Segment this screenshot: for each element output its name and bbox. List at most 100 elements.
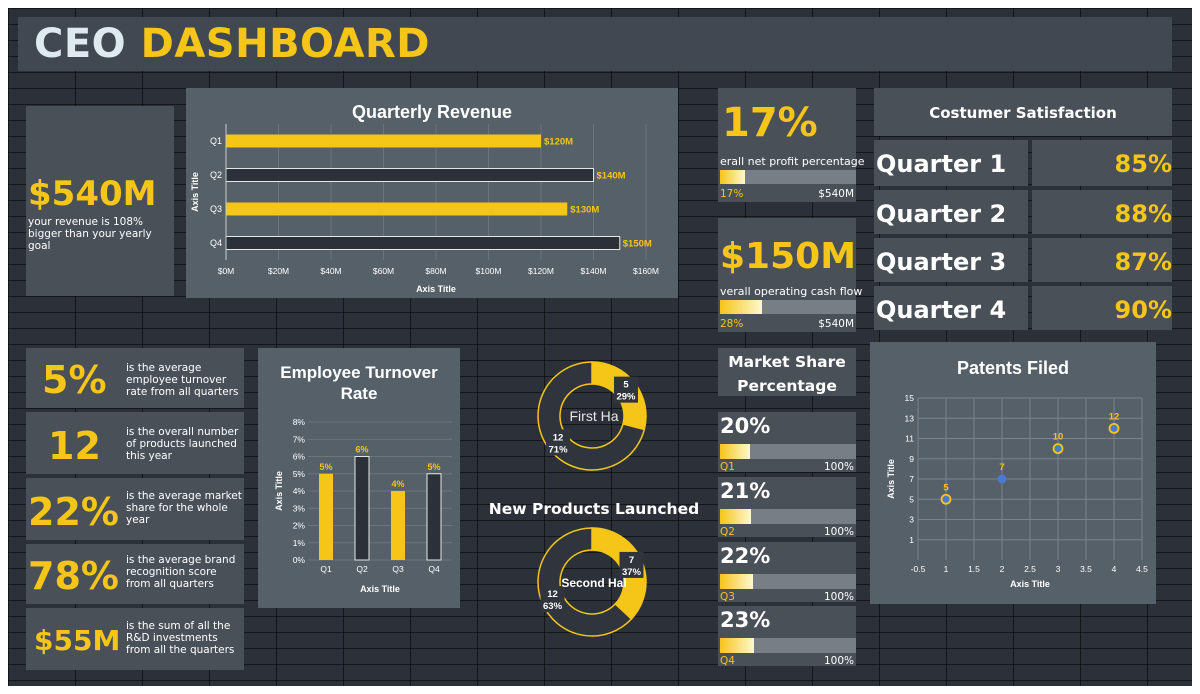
profit-panel: 17% erall net profit percentage 17% $540…	[718, 88, 865, 202]
kpi-products-note: is the overall number of products launch…	[126, 426, 239, 462]
x-tick-label: Q2	[356, 564, 368, 574]
donut-center-label: Second Hal	[561, 576, 626, 590]
satisfaction-value-cell: 87%	[1032, 238, 1172, 282]
x-tick-label: 4	[1112, 564, 1117, 574]
y-tick-label: 3%	[293, 503, 306, 513]
satisfaction-label-cell: Quarter 2	[874, 190, 1028, 234]
market-share-value: 20%	[720, 414, 771, 438]
point-data-label: 10	[1053, 432, 1064, 443]
market-share-row: 21% Q2 100%	[718, 477, 856, 538]
x-tick-label: 2	[1000, 564, 1005, 574]
donut-slice	[591, 527, 647, 621]
satisfaction-q1-label: Quarter 1	[876, 150, 1007, 178]
kpi-turnover: 5% is the average employee turnover rate…	[26, 348, 244, 408]
kpi-products: 12 is the overall number of products lau…	[26, 412, 244, 474]
bar-data-label: 4%	[391, 479, 404, 489]
revenue-bar	[226, 134, 541, 148]
market-share-value: 22%	[720, 544, 771, 568]
y-tick-label: 5%	[293, 469, 306, 479]
kpi-market-share-value: 22%	[28, 490, 119, 534]
page-title: CEO DASHBOARD	[34, 21, 430, 67]
slice-label-bg	[540, 586, 565, 613]
kpi-brand: 78% is the average brand recognition sco…	[26, 544, 244, 604]
market-share-bar	[720, 444, 856, 459]
bar-data-label: $150M	[623, 239, 652, 250]
x-tick-label: $160M	[633, 266, 659, 276]
cashflow-label: verall operating cash flow	[720, 285, 863, 298]
bar-data-label: 6%	[355, 445, 368, 455]
market-share-bar-fill	[720, 509, 752, 524]
y-tick-label: Q3	[210, 204, 222, 214]
quarterly-revenue-panel: Quarterly Revenue $0M $20M $40M $60M $80M $10…	[186, 88, 678, 298]
cashflow-panel: $150M verall operating cash flow 28% $54…	[718, 218, 862, 332]
market-share-quarter: Q1	[720, 461, 735, 473]
satisfaction-q3-label: Quarter 3	[876, 248, 1007, 276]
x-tick-label: $40M	[320, 266, 341, 276]
slice-percent-label: 71%	[549, 444, 569, 455]
market-share-row: 20% Q1 100%	[718, 412, 856, 473]
y-tick-label: 13	[905, 413, 915, 423]
point-data-label: 7	[999, 462, 1004, 473]
x-tick-label: 3	[1056, 564, 1061, 574]
y-tick-label: 0%	[293, 555, 306, 565]
satisfaction-value-cell: 88%	[1032, 190, 1172, 234]
slice-label-bg	[613, 376, 638, 403]
market-share-value: 23%	[720, 608, 771, 632]
x-tick-label: $60M	[373, 266, 394, 276]
products-title: New Products Launched	[488, 500, 700, 518]
revenue-bar	[225, 168, 594, 182]
market-share-quarter: Q3	[720, 591, 735, 603]
y-axis-title: Axis Title	[886, 459, 896, 499]
quarterly-revenue-chart: $0M $20M $40M $60M $80M $100M $120M $140M $160M Q…	[190, 124, 659, 294]
y-tick-label: 4%	[293, 486, 306, 496]
y-tick-label: 8%	[293, 417, 306, 427]
satisfaction-q4-value: 90%	[1114, 296, 1172, 324]
slice-percent-label: 29%	[616, 392, 636, 403]
market-share-bar-fill	[720, 444, 750, 459]
y-tick-label: Q2	[210, 170, 222, 180]
quarterly-revenue-title: Quarterly Revenue	[351, 102, 513, 122]
kpi-market-share-note: is the average market share for the whol…	[126, 490, 242, 526]
revenue-bar	[225, 236, 621, 250]
x-tick-label: $0M	[218, 266, 235, 276]
revenue-kpi-panel: $540M your revenue is 108% bigger than y…	[26, 106, 174, 296]
slice-value-label: 5	[623, 380, 629, 391]
satisfaction-q3-value: 87%	[1114, 248, 1172, 276]
bar-data-label: 5%	[427, 462, 440, 472]
market-share-row: 22% Q3 100%	[718, 542, 856, 603]
x-tick-label: 2.5	[1024, 564, 1036, 574]
market-share-row: 23% Q4 100%	[718, 606, 856, 667]
satisfaction-label-cell: Quarter 1	[874, 140, 1028, 186]
donut-center-label: First Ha	[570, 408, 619, 424]
x-tick-label: -0.5	[911, 564, 926, 574]
y-tick-label: 2%	[293, 521, 306, 531]
market-share-quarter: Q4	[720, 655, 735, 667]
market-share-max: 100%	[823, 655, 854, 667]
y-tick-label: 15	[905, 393, 915, 403]
turnover-bar	[391, 491, 405, 560]
patents-chart: -0.5 1 1.5 2 2.5 3 3.5 4 4.513579111315571012Axi…	[886, 393, 1148, 589]
market-share-title: Market Share Percentage	[728, 353, 846, 395]
x-tick-label: $20M	[268, 266, 289, 276]
satisfaction-q1-value: 85%	[1114, 150, 1172, 178]
patent-point	[997, 474, 1007, 484]
y-tick-label: 7	[909, 474, 914, 484]
x-axis-title: Axis Title	[1010, 579, 1050, 589]
market-share-bar	[720, 509, 856, 524]
kpi-turnover-value: 5%	[42, 358, 107, 402]
bar-data-label: $120M	[544, 137, 573, 148]
x-tick-label: Q3	[392, 564, 404, 574]
kpi-brand-value: 78%	[28, 554, 119, 598]
x-axis-title: Axis Title	[360, 584, 400, 594]
satisfaction-label-cell: Quarter 3	[874, 238, 1028, 282]
y-tick-label: Q4	[210, 238, 222, 248]
market-share-max: 100%	[823, 591, 854, 603]
cashflow-bar	[720, 300, 856, 314]
kpi-rnd: $55M is the sum of all the R&D investmen…	[26, 608, 244, 670]
title-bar: CEO DASHBOARD	[18, 17, 1172, 71]
x-tick-label: Q1	[320, 564, 332, 574]
patents-title: Patents Filed	[956, 358, 1070, 378]
x-tick-label: 1	[944, 564, 949, 574]
kpi-brand-note: is the average brand recognition score f…	[126, 554, 236, 590]
